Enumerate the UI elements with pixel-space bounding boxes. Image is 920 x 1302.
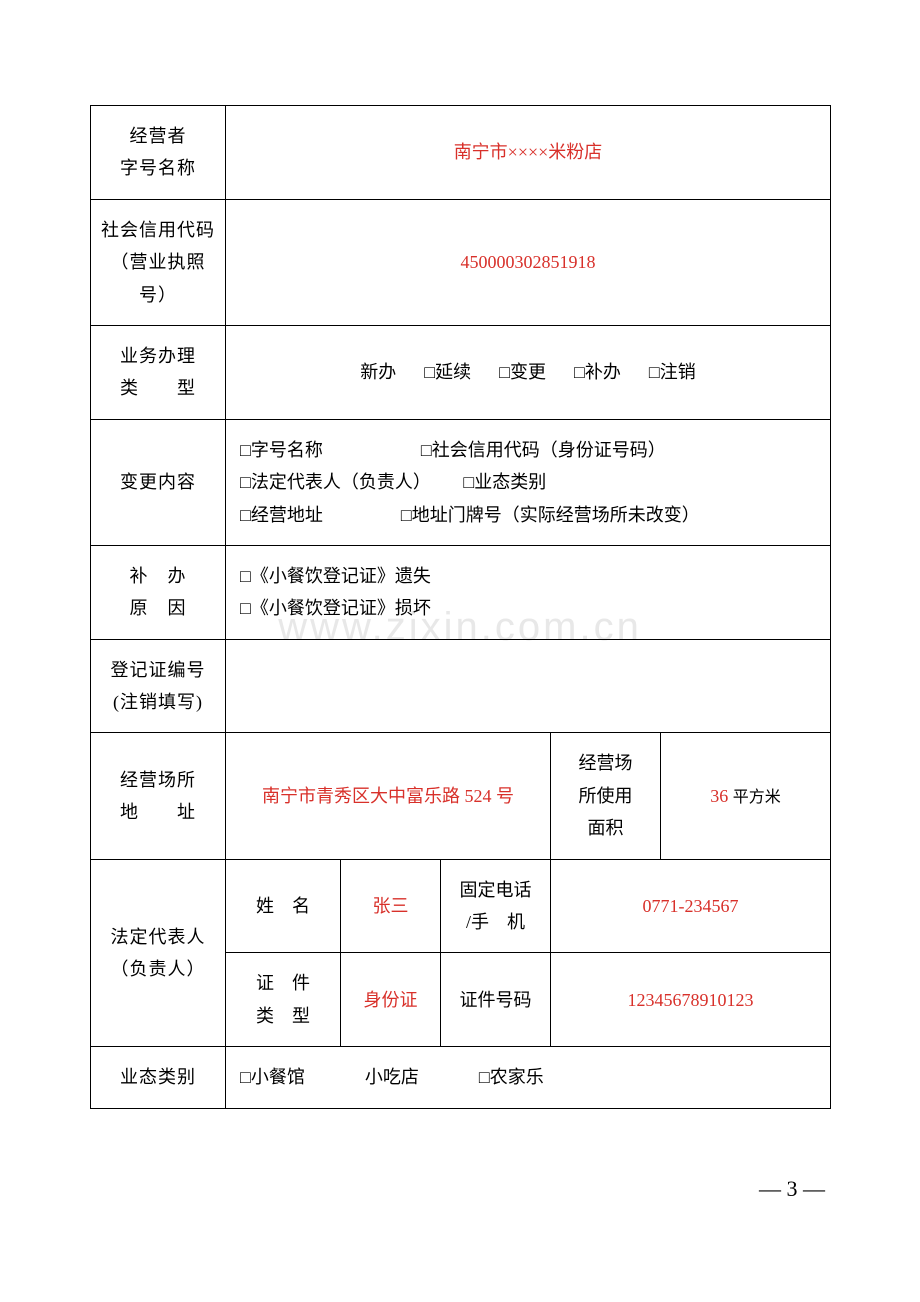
checkbox-option[interactable]: □地址门牌号（实际经营场所未改变） [401, 499, 700, 531]
checkbox-option[interactable]: □经营地址 [240, 499, 323, 531]
page-number: — 3 — [759, 1176, 825, 1202]
checkbox-option[interactable]: 小吃店 [365, 1061, 419, 1093]
value-business-category: □小餐馆 小吃店 □农家乐 [226, 1047, 831, 1108]
label-business-category: 业态类别 [91, 1047, 226, 1108]
row-business-type: 业务办理类 型 新办 □延续 □变更 □补办 □注销 [91, 325, 831, 419]
row-reg-number: 登记证编号(注销填写) [91, 639, 831, 733]
label-id-no: 证件号码 [441, 953, 551, 1047]
checkbox-option[interactable]: □《小餐饮登记证》遗失 [240, 560, 820, 592]
checkbox-option[interactable]: □注销 [649, 356, 696, 388]
checkbox-option[interactable]: □字号名称 [240, 434, 323, 466]
label-id-type: 证 件类 型 [226, 953, 341, 1047]
checkbox-option[interactable]: 新办 [360, 356, 396, 388]
value-address: 南宁市青秀区大中富乐路 524 号 [226, 733, 551, 859]
row-operator-name: 经营者字号名称 南宁市××××米粉店 [91, 106, 831, 200]
row-change-content: 变更内容 □字号名称 □社会信用代码（身份证号码）□法定代表人（负责人） □业态类… [91, 419, 831, 545]
checkbox-option[interactable]: □补办 [574, 356, 621, 388]
area-unit: 平方米 [733, 789, 781, 806]
label-change-content: 变更内容 [91, 419, 226, 545]
label-address: 经营场所地 址 [91, 733, 226, 859]
label-reissue-reason: 补 办原 因 [91, 545, 226, 639]
checkbox-option[interactable]: □《小餐饮登记证》损坏 [240, 592, 820, 624]
value-id-no: 12345678910123 [551, 953, 831, 1047]
label-operator-name: 经营者字号名称 [91, 106, 226, 200]
value-id-type: 身份证 [341, 953, 441, 1047]
checkbox-option[interactable]: □延续 [424, 356, 471, 388]
label-name: 姓 名 [226, 859, 341, 953]
label-legal-rep: 法定代表人（负责人） [91, 859, 226, 1047]
label-business-type: 业务办理类 型 [91, 325, 226, 419]
row-reissue-reason: 补 办原 因 □《小餐饮登记证》遗失□《小餐饮登记证》损坏 [91, 545, 831, 639]
value-business-type: 新办 □延续 □变更 □补办 □注销 [226, 325, 831, 419]
checkbox-option[interactable]: □业态类别 [463, 466, 546, 498]
label-reg-number: 登记证编号(注销填写) [91, 639, 226, 733]
form-page: 经营者字号名称 南宁市××××米粉店 社会信用代码（营业执照号） 4500003… [0, 0, 920, 1109]
value-change-content: □字号名称 □社会信用代码（身份证号码）□法定代表人（负责人） □业态类别 □经营地… [226, 419, 831, 545]
label-credit-code: 社会信用代码（营业执照号） [91, 199, 226, 325]
label-phone: 固定电话/手 机 [441, 859, 551, 953]
checkbox-option[interactable]: □小餐馆 [240, 1061, 305, 1093]
value-operator-name: 南宁市××××米粉店 [226, 106, 831, 200]
value-name: 张三 [341, 859, 441, 953]
value-reissue-reason: □《小餐饮登记证》遗失□《小餐饮登记证》损坏 [226, 545, 831, 639]
checkbox-option[interactable]: □变更 [499, 356, 546, 388]
value-phone: 0771-234567 [551, 859, 831, 953]
row-legal-rep-1: 法定代表人（负责人） 姓 名 张三 固定电话/手 机 0771-234567 [91, 859, 831, 953]
value-credit-code: 450000302851918 [226, 199, 831, 325]
label-area: 经营场所使用面积 [551, 733, 661, 859]
value-reg-number [226, 639, 831, 733]
value-area: 36 平方米 [661, 733, 831, 859]
area-number: 36 [710, 786, 728, 806]
checkbox-option[interactable]: □农家乐 [479, 1061, 544, 1093]
row-business-category: 业态类别 □小餐馆 小吃店 □农家乐 [91, 1047, 831, 1108]
row-credit-code: 社会信用代码（营业执照号） 450000302851918 [91, 199, 831, 325]
checkbox-option[interactable]: □法定代表人（负责人） [240, 466, 431, 498]
checkbox-option[interactable]: □社会信用代码（身份证号码） [421, 434, 666, 466]
row-address: 经营场所地 址 南宁市青秀区大中富乐路 524 号 经营场所使用面积 36 平方… [91, 733, 831, 859]
form-table: 经营者字号名称 南宁市××××米粉店 社会信用代码（营业执照号） 4500003… [90, 105, 831, 1109]
